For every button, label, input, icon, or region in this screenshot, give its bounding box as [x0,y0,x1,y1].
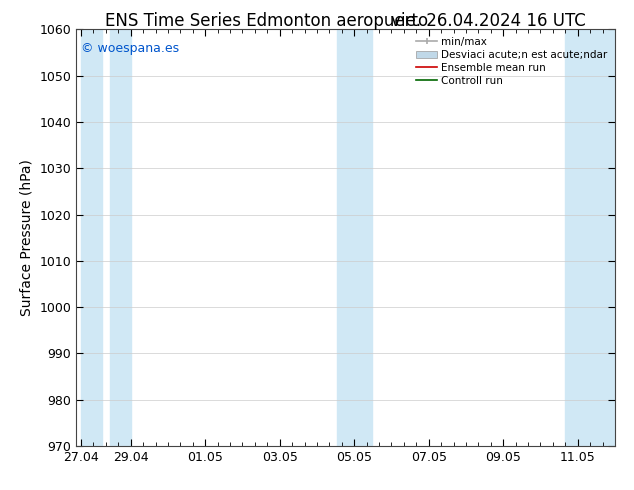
Bar [354,29,372,446]
Legend: min/max, Desviaci acute;n est acute;ndar, Ensemble mean run, Controll run: min/max, Desviaci acute;n est acute;ndar… [412,32,612,90]
Text: ENS Time Series Edmonton aeropuerto: ENS Time Series Edmonton aeropuerto [105,12,428,30]
Bar [81,29,102,446]
Text: © woespana.es: © woespana.es [81,42,179,55]
Bar [337,29,354,446]
Y-axis label: Surface Pressure (hPa): Surface Pressure (hPa) [20,159,34,316]
Bar [110,29,131,446]
Text: vie. 26.04.2024 16 UTC: vie. 26.04.2024 16 UTC [391,12,586,30]
Bar [566,29,615,446]
